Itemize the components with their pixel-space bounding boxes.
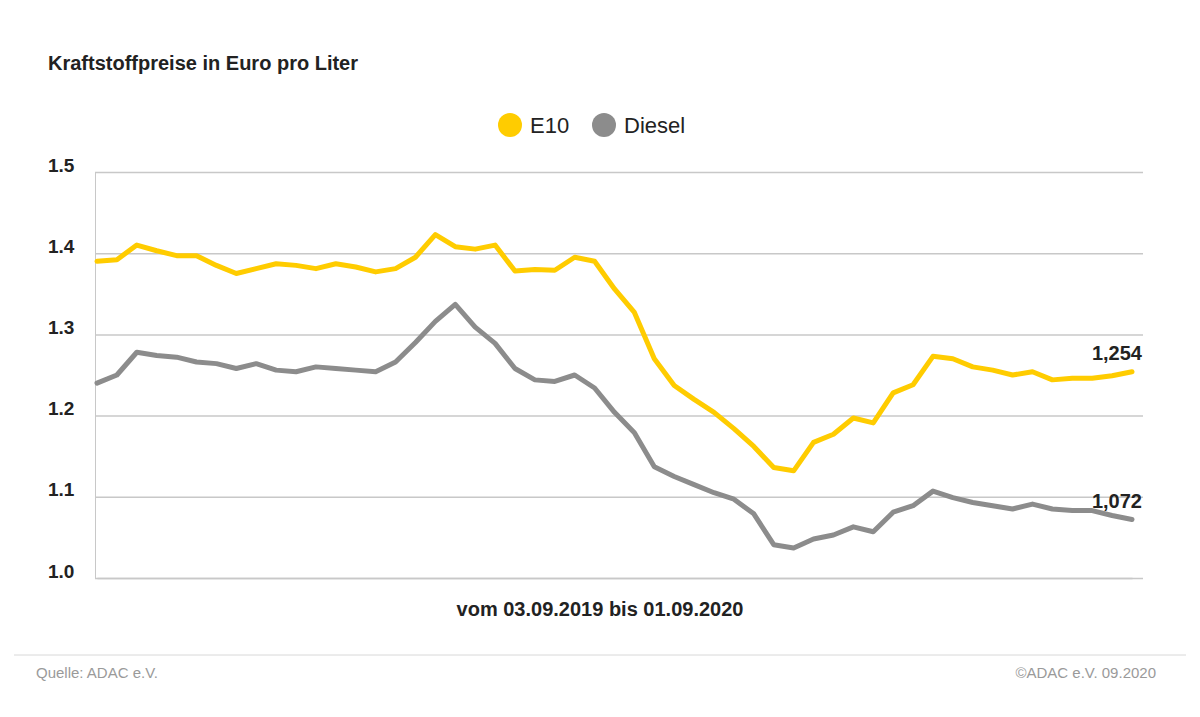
x-axis xyxy=(98,578,1133,579)
grid-line xyxy=(95,172,1143,174)
grid-line xyxy=(95,578,1143,580)
y-axis-line xyxy=(95,173,96,579)
y-tick-label: 1.1 xyxy=(48,479,75,500)
y-tick-label: 1.0 xyxy=(48,561,74,582)
title: Kraftstoffpreise in Euro pro Liter xyxy=(48,52,358,74)
legend-label: Diesel xyxy=(624,113,685,138)
series-line xyxy=(97,235,1132,471)
y-axis: 1.0 1.1 1.2 1.3 1.4 1.5 xyxy=(48,155,1143,582)
legend-swatch xyxy=(592,113,616,137)
series-line xyxy=(97,304,1132,548)
y-tick: 1.1 xyxy=(48,479,1143,500)
grid-line xyxy=(95,497,1143,499)
grid-line xyxy=(95,253,1143,255)
legend-label: E10 xyxy=(530,113,569,138)
lines xyxy=(97,235,1132,548)
source: Quelle: ADAC e.V. xyxy=(36,664,158,681)
grid-line xyxy=(95,334,1143,336)
data-label: 1,254 xyxy=(1092,342,1143,364)
copyright: ©ADAC e.V. 09.2020 xyxy=(1015,664,1156,681)
x-axis-line xyxy=(98,578,1133,580)
y-tick: 1.2 xyxy=(48,398,1143,419)
y-tick: 1.3 xyxy=(48,317,1143,338)
y-tick: 1.5 xyxy=(48,155,1143,176)
footer-rule xyxy=(14,655,1186,656)
legend: E10 Diesel xyxy=(498,113,685,138)
data-labels: 1,254 1,072 xyxy=(1092,342,1143,512)
legend-item: E10 xyxy=(498,113,569,138)
y-tick-label: 1.2 xyxy=(48,398,74,419)
legend-swatch xyxy=(498,113,522,137)
y-tick-label: 1.4 xyxy=(48,236,75,257)
chart: Kraftstoffpreise in Euro pro Liter 1.0 1.1… xyxy=(0,0,1200,717)
data-label: 1,072 xyxy=(1092,490,1142,512)
y-tick-label: 1.5 xyxy=(48,155,75,176)
legend-item: Diesel xyxy=(592,113,685,138)
y-tick: 1.4 xyxy=(48,236,1143,257)
y-tick-label: 1.3 xyxy=(48,317,74,338)
x-axis-label: vom 03.09.2019 bis 01.09.2020 xyxy=(457,598,744,620)
y-tick: 1.0 xyxy=(48,561,1143,582)
